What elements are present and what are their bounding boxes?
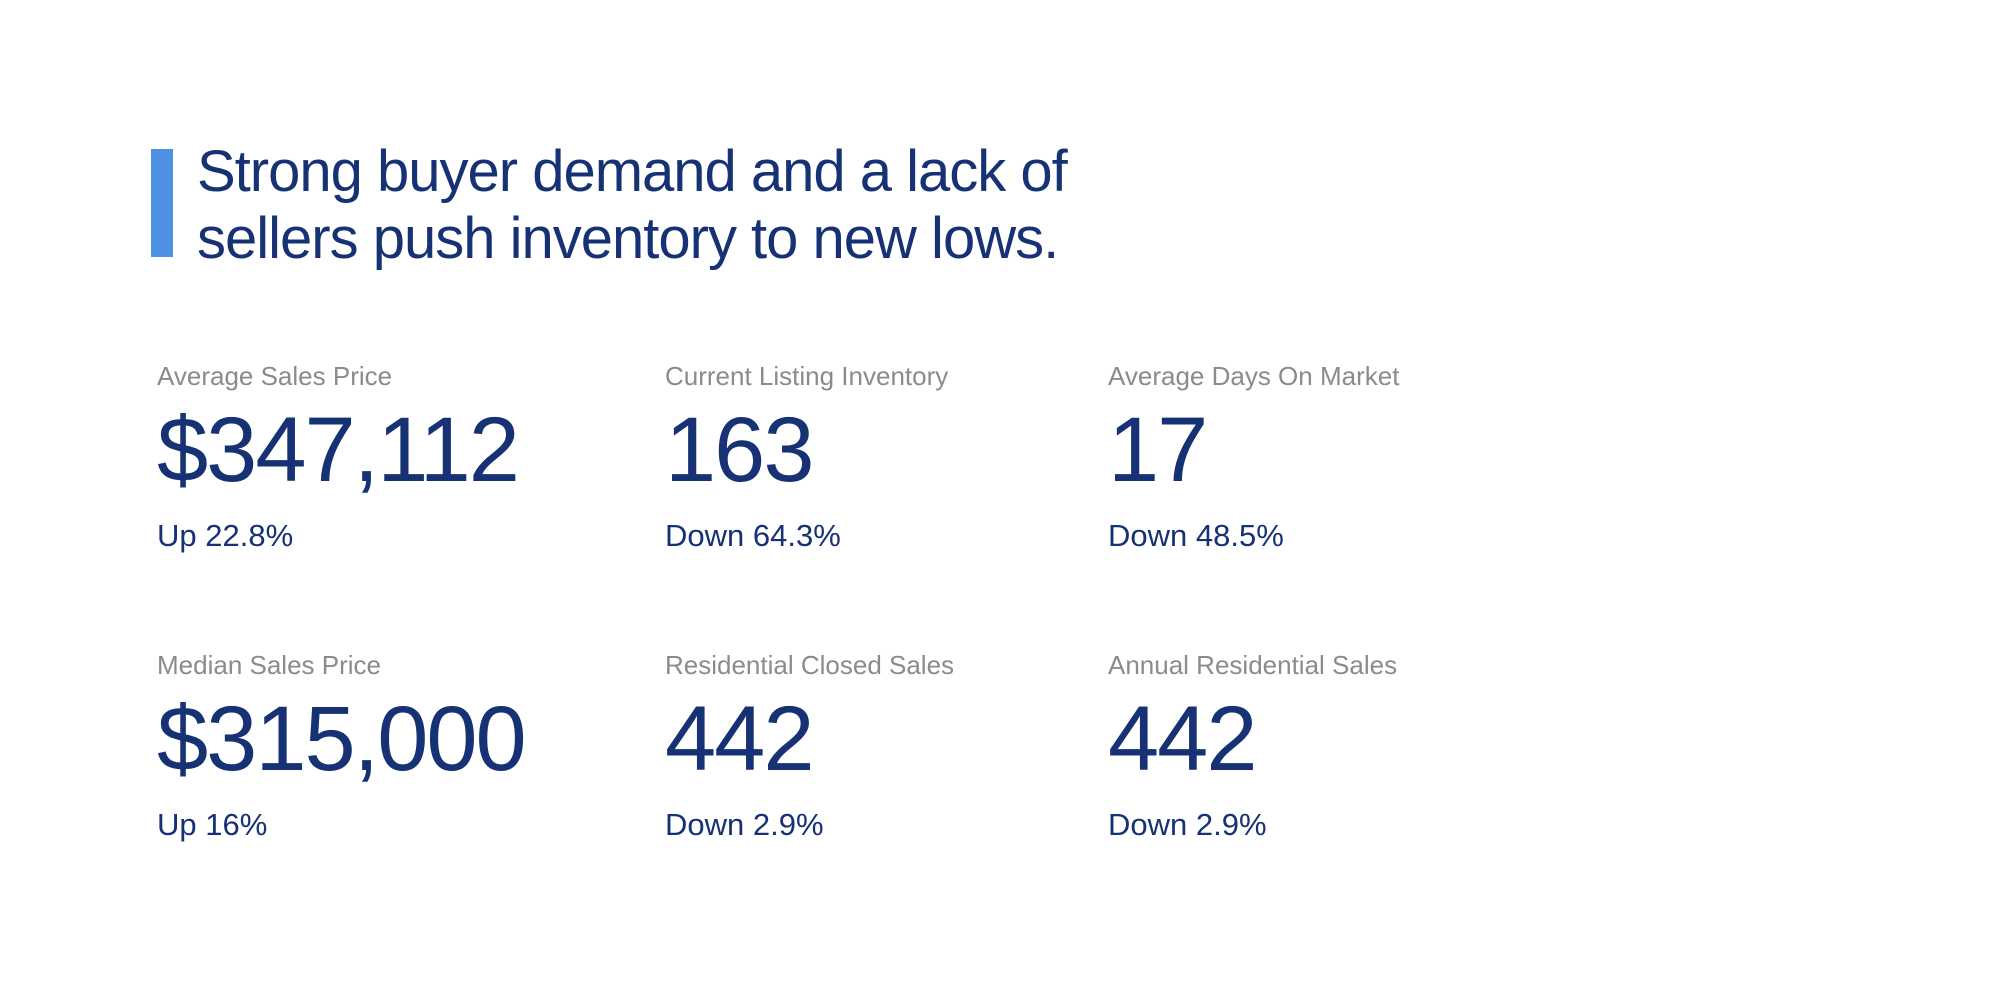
stat-value: $315,000: [157, 688, 527, 790]
stat-label: Median Sales Price: [157, 650, 381, 680]
stat-label: Average Sales Price: [157, 361, 393, 391]
stats-grid: Average Sales Price $347,112 Up 22.8% Cu…: [157, 360, 1648, 844]
stat-label: Residential Closed Sales: [665, 650, 955, 680]
headline-section: Strong buyer demand and a lack of seller…: [151, 138, 1068, 272]
stat-change: Down 64.3%: [665, 518, 841, 553]
stat-change: Down 48.5%: [1108, 518, 1284, 553]
stat-card-average-days-on-market: Average Days On Market 17 Down 48.5%: [1108, 360, 1648, 555]
stat-change: Down 2.9%: [1108, 807, 1267, 842]
stat-card-median-sales-price: Median Sales Price $315,000 Up 16%: [157, 649, 665, 844]
headline-line-2: sellers push inventory to new lows.: [197, 206, 1059, 271]
stat-label: Annual Residential Sales: [1108, 650, 1398, 680]
stat-value: $347,112: [157, 399, 520, 501]
stat-value: 442: [665, 688, 815, 790]
stat-card-residential-closed-sales: Residential Closed Sales 442 Down 2.9%: [665, 649, 1108, 844]
stat-change: Up 16%: [157, 807, 268, 842]
stat-change: Down 2.9%: [665, 807, 824, 842]
stat-value: 163: [665, 399, 815, 501]
headline-line-1: Strong buyer demand and a lack of: [197, 139, 1068, 204]
headline-accent-bar: [151, 149, 173, 257]
stat-card-average-sales-price: Average Sales Price $347,112 Up 22.8%: [157, 360, 665, 555]
stat-card-current-listing-inventory: Current Listing Inventory 163 Down 64.3%: [665, 360, 1108, 555]
stat-label: Average Days On Market: [1108, 361, 1400, 391]
stat-label: Current Listing Inventory: [665, 361, 949, 391]
stat-change: Up 22.8%: [157, 518, 294, 553]
stat-value: 442: [1108, 688, 1258, 790]
stat-value: 17: [1108, 399, 1208, 501]
page-title: Strong buyer demand and a lack of seller…: [197, 138, 1068, 272]
stat-card-annual-residential-sales: Annual Residential Sales 442 Down 2.9%: [1108, 649, 1648, 844]
